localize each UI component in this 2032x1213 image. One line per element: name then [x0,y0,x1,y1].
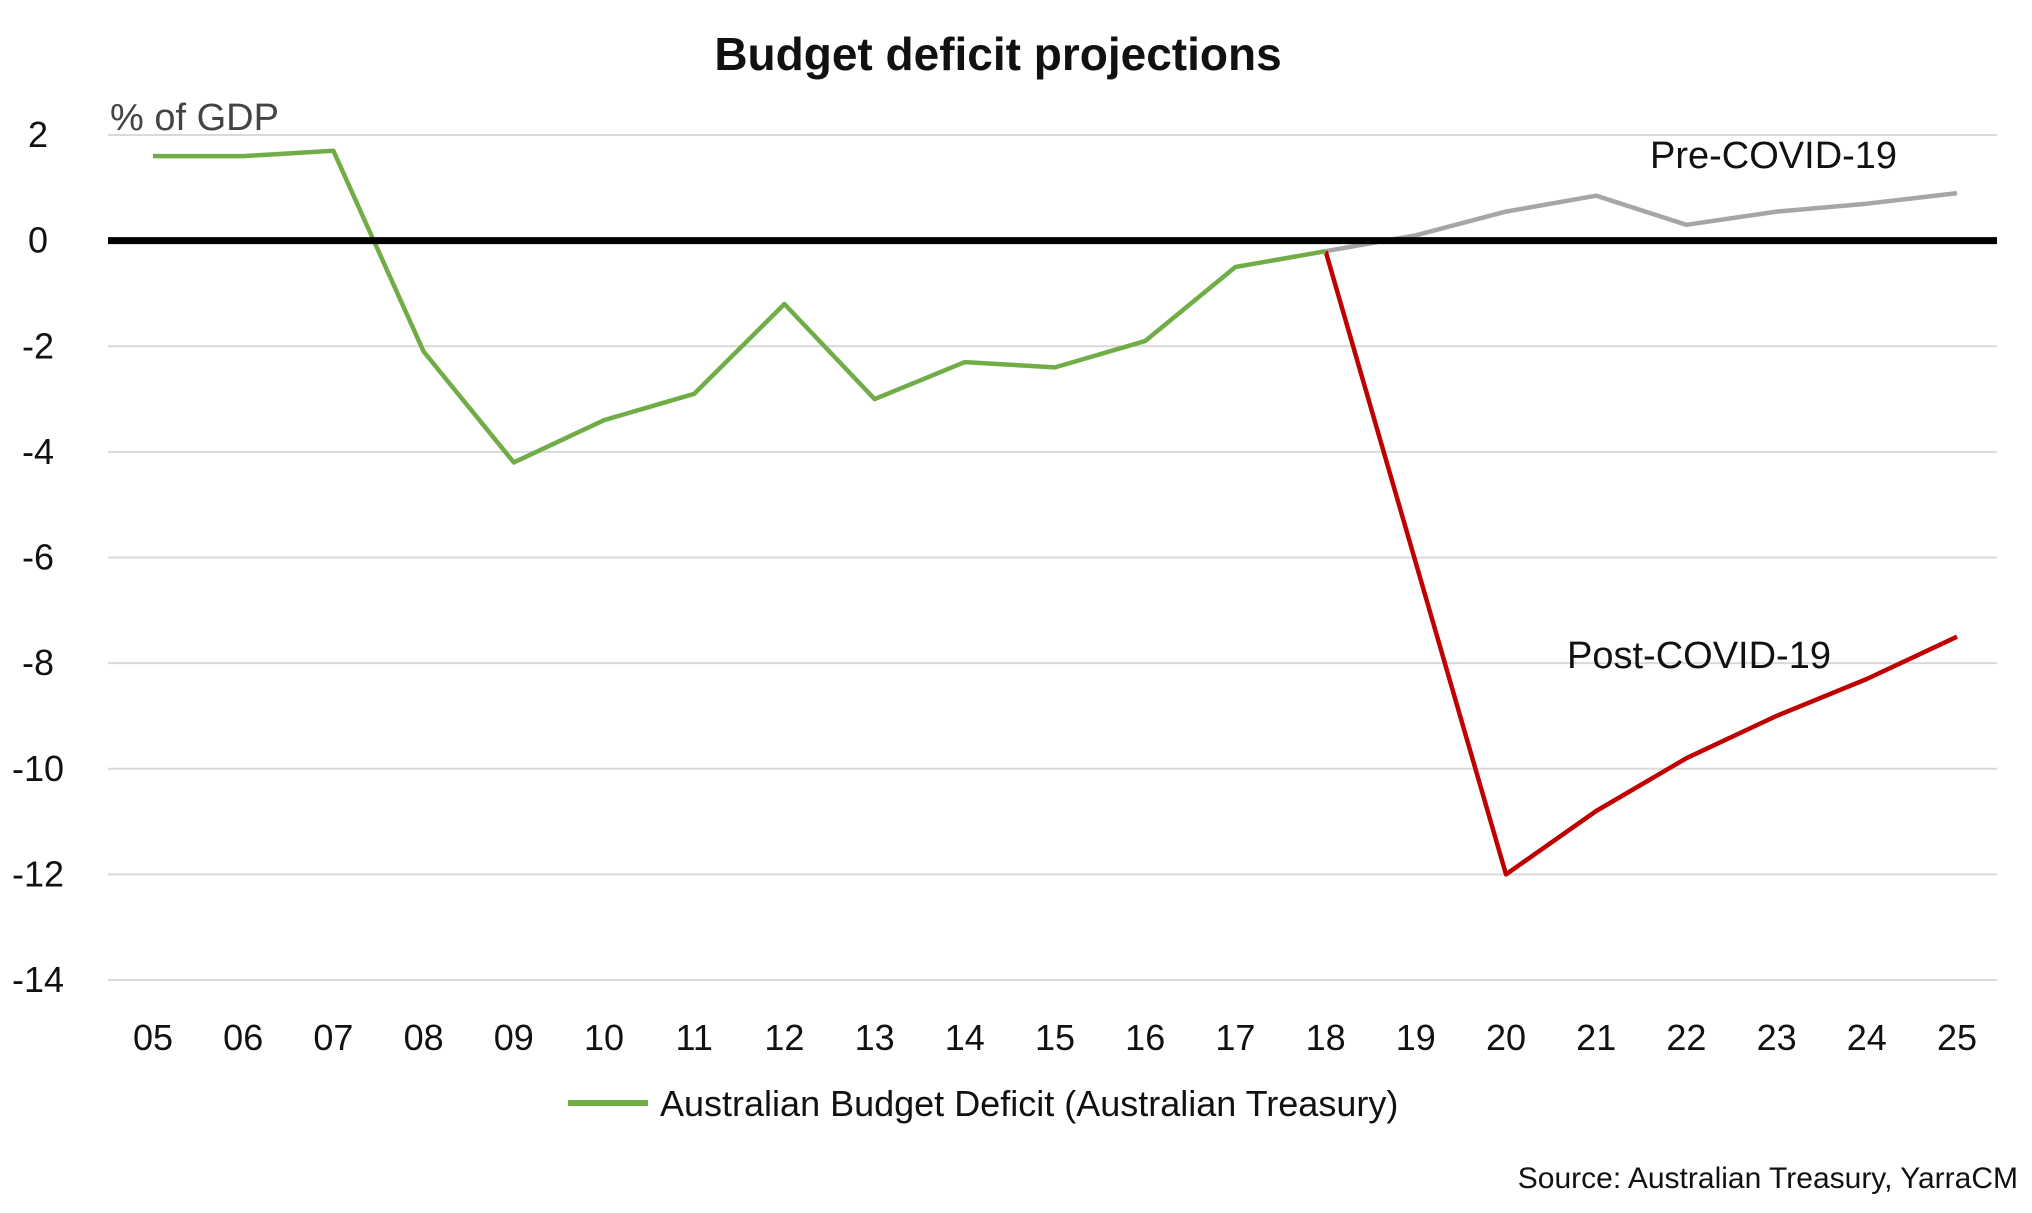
y-tick-label: -14 [12,959,64,1000]
annotations: Pre-COVID-19 Post-COVID-19 [1567,135,1897,677]
series-line-2 [1323,250,1958,877]
x-tick-label: 14 [945,1017,985,1058]
series-line-0 [153,148,1326,465]
chart-title: Budget deficit projections [714,28,1281,80]
x-tick-label: 10 [584,1017,624,1058]
x-tick-label: 18 [1306,1017,1346,1058]
y-tick-label: -4 [22,431,54,472]
x-tick-label: 22 [1666,1017,1706,1058]
legend: Australian Budget Deficit (Australian Tr… [568,1083,1398,1124]
x-tick-label: 20 [1486,1017,1526,1058]
y-tick-label: -10 [12,748,64,789]
x-tick-label: 07 [313,1017,353,1058]
series-line-1 [1325,190,1958,254]
x-tick-label: 21 [1576,1017,1616,1058]
annotation-pre-covid: Pre-COVID-19 [1650,135,1897,177]
y-tick-label: 2 [28,114,48,155]
series-lines [153,148,1958,877]
y-tick-label: 0 [28,220,48,261]
y-tick-label: -2 [22,325,54,366]
legend-label: Australian Budget Deficit (Australian Tr… [660,1083,1398,1124]
x-axis-ticks: 05 06 07 08 09 10 11 12 13 14 15 16 17 18 19 20 21 22 23 24… [133,1017,1977,1058]
x-tick-label: 11 [676,1017,713,1058]
x-tick-label: 25 [1937,1017,1977,1058]
x-tick-label: 08 [404,1017,444,1058]
source-note: Source: Australian Treasury, YarraCM [1518,1162,2018,1195]
x-tick-label: 16 [1125,1017,1165,1058]
x-tick-label: 15 [1035,1017,1075,1058]
x-tick-label: 06 [223,1017,263,1058]
x-tick-label: 09 [494,1017,534,1058]
y-axis-ticks: 2 0 -2 -4 -6 -8 -10 -12 -14 [12,114,64,1000]
annotation-post-covid: Post-COVID-19 [1567,635,1831,677]
gridlines [108,134,1997,981]
x-tick-label: 19 [1396,1017,1436,1058]
y-tick-label: -6 [22,537,54,578]
y-axis-label: % of GDP [110,97,279,139]
y-tick-label: -12 [12,853,64,894]
x-tick-label: 12 [764,1017,804,1058]
x-tick-label: 23 [1757,1017,1797,1058]
x-tick-label: 05 [133,1017,173,1058]
y-tick-label: -8 [22,642,54,683]
x-tick-label: 13 [855,1017,895,1058]
x-tick-label: 24 [1847,1017,1887,1058]
x-tick-label: 17 [1215,1017,1255,1058]
